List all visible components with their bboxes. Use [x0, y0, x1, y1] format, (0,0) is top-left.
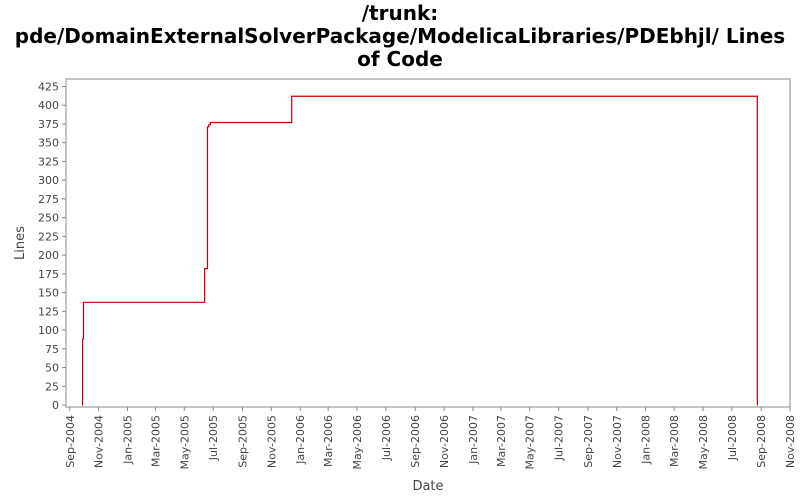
data-point	[756, 404, 758, 406]
data-point	[204, 268, 206, 270]
chart-title-line-2: pde/DomainExternalSolverPackage/Modelica…	[14, 24, 786, 48]
x-tick-label: May-2005	[178, 415, 191, 470]
x-tick-label: Jan-2008	[640, 415, 653, 465]
chart-title-line-3: of Code	[357, 47, 443, 71]
x-tick-label: Nov-2006	[438, 415, 451, 468]
chart-title: /trunk: pde/DomainExternalSolverPackage/…	[0, 2, 800, 71]
y-tick-label: 275	[38, 193, 59, 206]
data-point	[81, 338, 84, 340]
x-tick-label: Nov-2005	[265, 415, 278, 468]
x-axis-label: Date	[412, 479, 443, 494]
y-tick-label: 25	[45, 380, 59, 393]
data-point	[82, 301, 85, 303]
data-point	[208, 124, 210, 126]
series-line-0	[81, 95, 758, 405]
y-tick-label: 225	[38, 230, 59, 243]
x-tick-label: Jan-2005	[122, 415, 135, 465]
x-tick-label: Mar-2008	[668, 415, 681, 467]
x-tick-label: Jul-2007	[553, 415, 566, 461]
data-point	[756, 95, 758, 97]
y-tick-label: 200	[38, 249, 59, 262]
y-tick-label: 300	[38, 174, 59, 187]
y-tick-label: 125	[38, 305, 59, 318]
y-tick-label: 375	[38, 118, 59, 131]
y-axis: 0 25 50 75 100 125 150 175 200 225 250 275 300 325 350…	[38, 80, 66, 412]
x-tick-label: Jul-2008	[726, 415, 739, 461]
y-tick-label: 325	[38, 155, 59, 168]
y-tick-label: 0	[52, 399, 59, 412]
chart-title-line-1: /trunk:	[361, 1, 439, 25]
y-tick-label: 100	[38, 324, 59, 337]
x-tick-label: Sep-2008	[755, 415, 768, 468]
y-tick-label: 350	[38, 137, 59, 150]
series-layer	[81, 95, 758, 406]
x-axis: Sep-2004 Nov-2004 Jan-2005 Mar-2005 May-2005…	[64, 407, 797, 470]
y-tick-label: 425	[38, 80, 59, 93]
data-point	[209, 121, 211, 124]
x-tick-label: Nov-2004	[93, 415, 106, 468]
x-tick-label: May-2007	[524, 415, 537, 470]
y-tick-label: 175	[38, 268, 59, 281]
x-tick-label: Jan-2006	[294, 415, 307, 465]
y-tick-label: 150	[38, 287, 59, 300]
y-tick-label: 400	[38, 99, 59, 112]
y-tick-label: 50	[45, 362, 59, 375]
x-tick-label: Sep-2004	[64, 415, 77, 468]
x-tick-label: May-2006	[351, 415, 364, 470]
data-point	[291, 95, 293, 97]
y-axis-label: Lines	[13, 226, 28, 260]
x-tick-label: Jan-2007	[467, 415, 480, 465]
x-tick-label: May-2008	[697, 415, 710, 470]
data-point	[81, 404, 84, 406]
x-tick-label: Sep-2007	[582, 415, 595, 468]
x-tick-label: Sep-2005	[237, 415, 250, 468]
y-tick-label: 75	[45, 343, 59, 356]
x-tick-label: Nov-2007	[611, 415, 624, 468]
x-tick-label: Sep-2006	[409, 415, 422, 468]
x-tick-label: Mar-2005	[149, 415, 162, 467]
x-tick-label: Jul-2005	[207, 415, 220, 461]
x-tick-label: Jul-2006	[380, 415, 393, 461]
data-point	[206, 126, 209, 128]
y-tick-label: 250	[38, 212, 59, 225]
x-tick-label: Mar-2007	[495, 415, 508, 467]
x-tick-label: Nov-2008	[784, 415, 797, 468]
x-tick-label: Mar-2006	[322, 415, 335, 467]
plot-area	[65, 78, 791, 408]
